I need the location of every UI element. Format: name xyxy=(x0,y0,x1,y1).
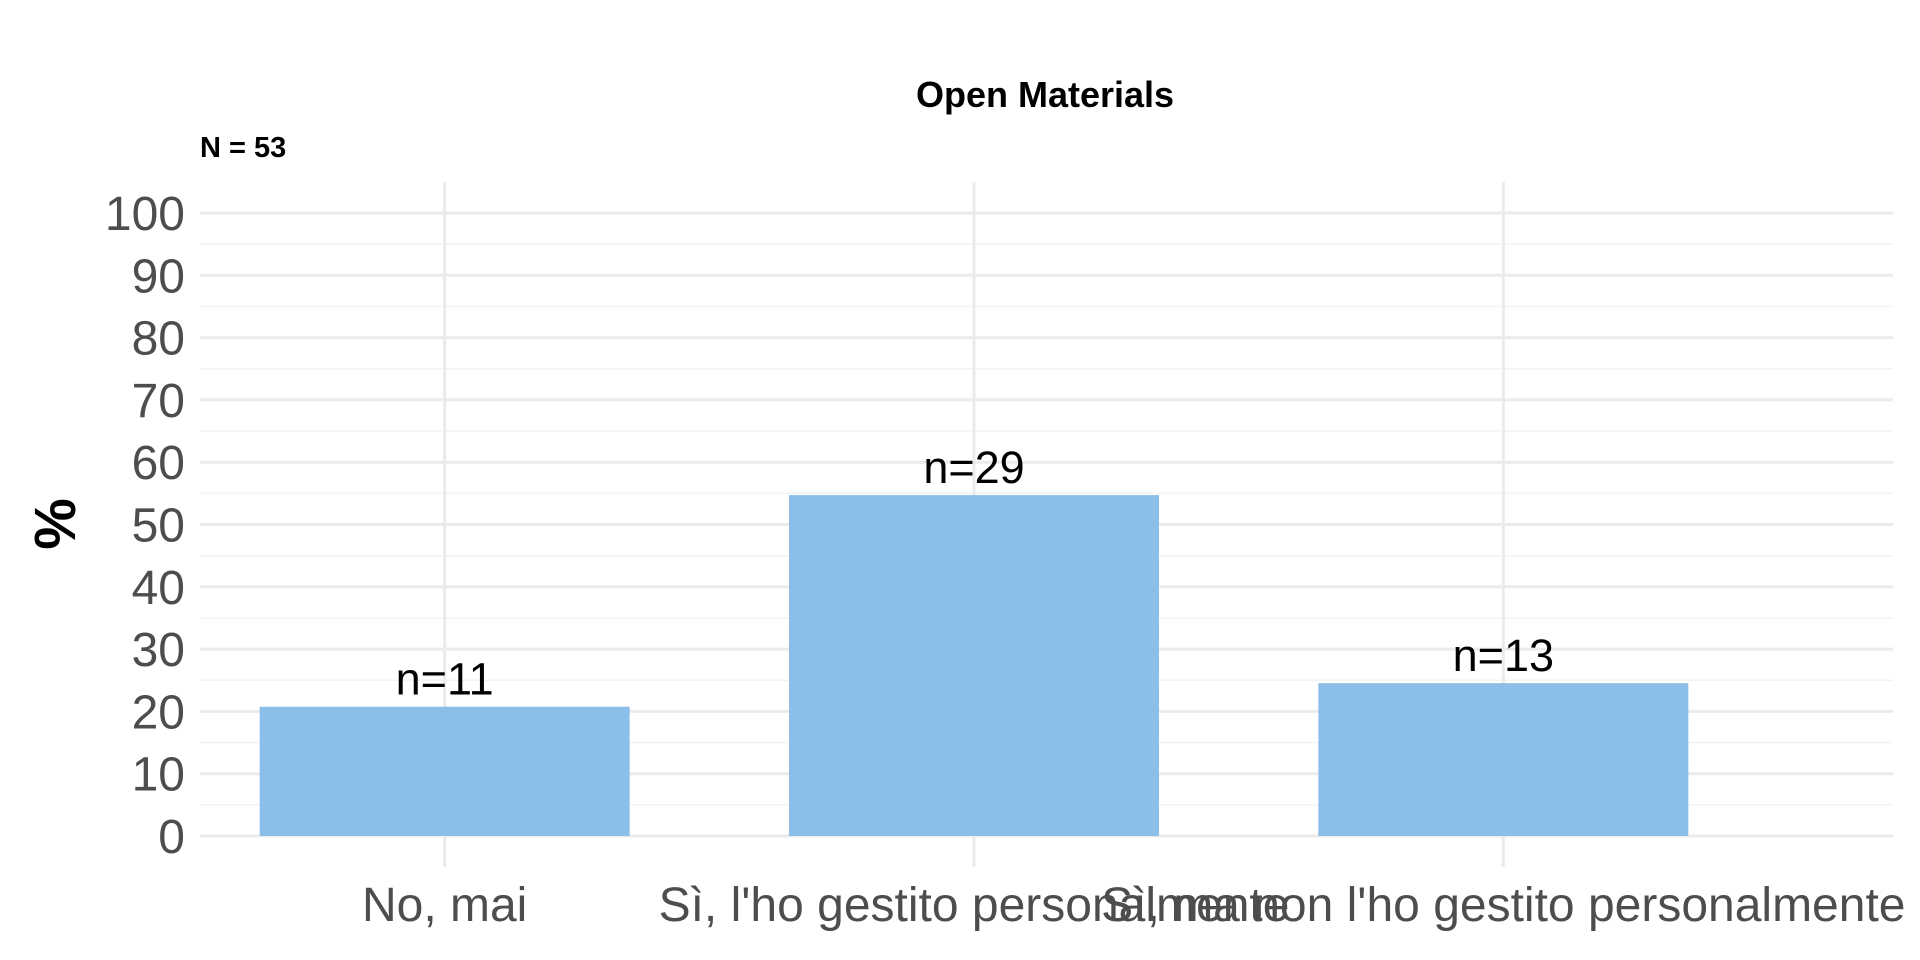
data-label: n=13 xyxy=(1453,630,1554,681)
x-axis-ticks: No, mai Sì, l'ho gestito personalmenteSì,… xyxy=(362,879,1906,932)
y-tick-label: 10 xyxy=(132,749,185,802)
y-tick-label: 0 xyxy=(158,811,185,864)
x-tick-label: Sì, l'ho gestito personalmente xyxy=(659,879,1290,932)
bar-3 xyxy=(1318,683,1689,836)
bar-1 xyxy=(259,706,630,836)
y-axis-ticks: 0 10 20 30 40 50 60 70 80 90 100 xyxy=(105,188,185,864)
data-labels: n=11 n=29 n=13 xyxy=(396,442,1554,705)
y-tick-label: 40 xyxy=(132,562,185,615)
bars xyxy=(259,495,1689,836)
bar-2 xyxy=(789,495,1159,836)
x-tick-label: No, mai xyxy=(362,879,527,932)
data-label: n=11 xyxy=(396,654,494,705)
y-tick-label: 70 xyxy=(132,375,185,428)
x-tick-label: Sì, ma non l'ho gestito personalmente xyxy=(1101,879,1905,932)
chart-subtitle: N = 53 xyxy=(200,132,286,164)
y-tick-label: 90 xyxy=(132,250,185,303)
chart-title: Open Materials xyxy=(916,74,1174,115)
y-tick-label: 50 xyxy=(132,500,185,553)
data-label: n=29 xyxy=(923,442,1024,493)
y-tick-label: 100 xyxy=(105,188,185,241)
y-axis-label: % xyxy=(23,498,88,550)
y-tick-label: 80 xyxy=(132,313,185,366)
y-tick-label: 20 xyxy=(132,686,185,739)
y-tick-label: 30 xyxy=(132,624,185,677)
y-tick-label: 60 xyxy=(132,437,185,490)
